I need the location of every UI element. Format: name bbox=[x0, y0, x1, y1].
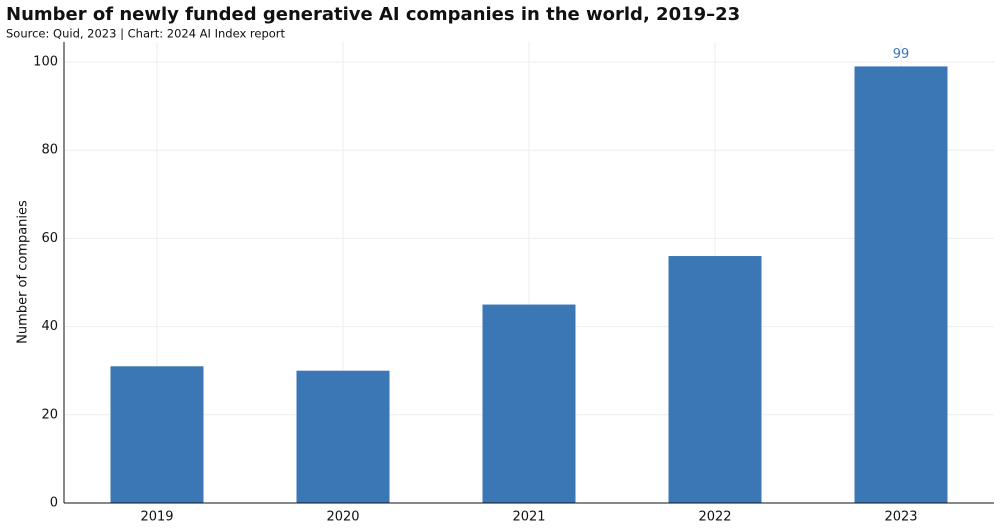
bar bbox=[110, 366, 204, 503]
y-tick-label: 20 bbox=[41, 407, 58, 422]
y-tick-label: 0 bbox=[50, 496, 58, 511]
chart-title: Number of newly funded generative AI com… bbox=[6, 4, 740, 25]
bar bbox=[668, 256, 762, 503]
x-tick-label: 2023 bbox=[884, 510, 917, 525]
chart-subtitle: Source: Quid, 2023 | Chart: 2024 AI Inde… bbox=[6, 27, 286, 41]
x-tick-label: 2021 bbox=[512, 510, 545, 525]
y-tick-label: 100 bbox=[33, 55, 58, 70]
x-tick-label: 2022 bbox=[698, 510, 731, 525]
y-axis-label: Number of companies bbox=[16, 200, 31, 344]
value-label: 99 bbox=[893, 47, 910, 62]
y-tick-label: 40 bbox=[41, 319, 58, 334]
x-tick-label: 2019 bbox=[140, 510, 173, 525]
bar bbox=[296, 370, 390, 503]
y-tick-label: 80 bbox=[41, 143, 58, 158]
bar bbox=[854, 66, 948, 503]
y-tick-label: 60 bbox=[41, 231, 58, 246]
bar bbox=[482, 304, 576, 503]
x-tick-label: 2020 bbox=[326, 510, 359, 525]
